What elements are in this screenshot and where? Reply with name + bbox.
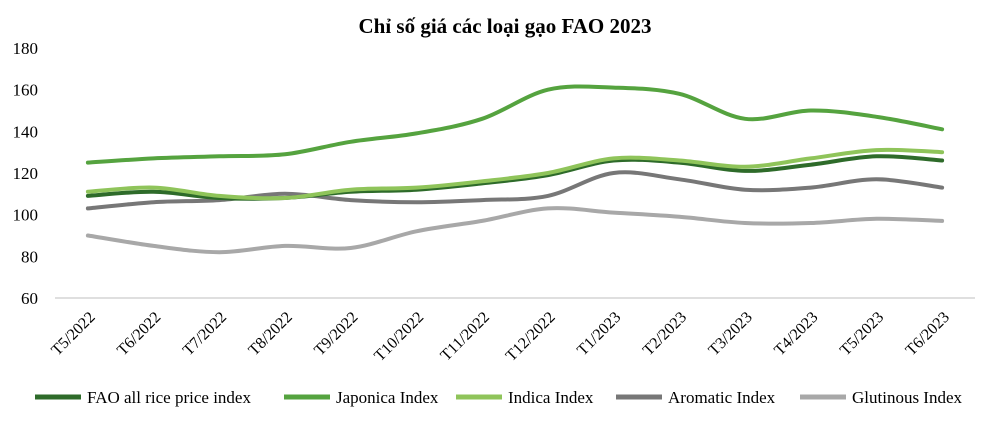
y-tick-label: 180 (13, 39, 39, 58)
x-tick-label: T8/2022 (245, 309, 295, 359)
legend-label: Japonica Index (336, 388, 439, 407)
x-tick-label: T1/2023 (574, 309, 624, 359)
x-tick-label: T12/2022 (503, 309, 559, 365)
y-tick-label: 60 (21, 289, 38, 308)
y-axis: 60 80 100 120 140 160 180 (13, 39, 39, 308)
legend-label: FAO all rice price index (87, 388, 251, 407)
series-line (85, 147, 945, 201)
series-line (85, 206, 945, 255)
legend: FAO all rice price index Japonica Index In… (35, 388, 963, 407)
legend-label: Indica Index (508, 388, 594, 407)
x-tick-label: T5/2022 (48, 309, 98, 359)
chart-title: Chỉ số giá các loại gạo FAO 2023 (358, 14, 651, 38)
x-axis: T5/2022 T6/2022 T7/2022 T8/2022 T9/2022 T10/2… (48, 297, 975, 365)
x-tick-label: T6/2023 (903, 309, 953, 359)
y-tick-label: 100 (13, 206, 39, 225)
x-tick-label: T10/2022 (371, 309, 427, 365)
x-tick-label: T11/2022 (437, 309, 493, 365)
y-tick-label: 120 (13, 164, 39, 183)
legend-label: Aromatic Index (668, 388, 776, 407)
x-tick-label: T2/2023 (640, 309, 690, 359)
y-tick-label: 80 (21, 247, 38, 266)
x-tick-label: T5/2023 (837, 309, 887, 359)
y-tick-label: 160 (13, 81, 39, 100)
x-tick-label: T3/2023 (705, 309, 755, 359)
x-tick-label: T9/2022 (311, 309, 361, 359)
x-tick-label: T4/2023 (771, 309, 821, 359)
y-tick-label: 140 (13, 122, 39, 141)
x-tick-label: T6/2022 (114, 309, 164, 359)
legend-label: Glutinous Index (852, 388, 963, 407)
series-layer (85, 84, 945, 255)
x-tick-label: T7/2022 (180, 309, 230, 359)
series-line (85, 84, 945, 165)
